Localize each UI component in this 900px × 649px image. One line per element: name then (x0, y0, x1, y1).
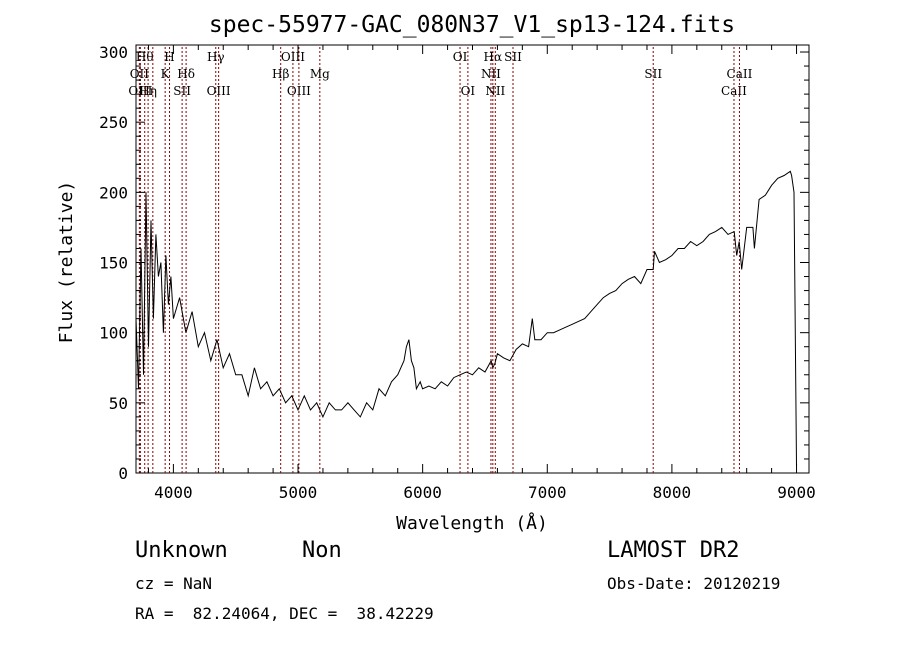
x-tick-label: 6000 (403, 483, 442, 502)
x-tick-label: 5000 (279, 483, 318, 502)
plot-frame (135, 44, 810, 474)
line-marker-label: NII (481, 67, 501, 81)
line-marker-layer: OII OIII Hθ Hη KH SII Hδ Hγ OIII Hβ OIII OIII Mg OI OI… (128, 47, 753, 473)
subclass-label: Non (302, 538, 342, 563)
line-marker-label: Hα (484, 50, 503, 64)
line-marker-label: NII (485, 84, 505, 98)
line-marker-label: Mg (310, 67, 330, 81)
line-marker-label: OI (461, 84, 476, 98)
obs-date: Obs-Date: 20120219 (607, 574, 781, 593)
series-layer (135, 170, 797, 467)
line-marker-label: CaII (721, 84, 747, 98)
y-tick-label: 50 (109, 394, 128, 413)
line-marker-label: SII (504, 50, 522, 64)
line-marker-label: OII (130, 67, 150, 81)
line-marker-label: Hγ (207, 50, 225, 64)
x-tick-label: 8000 (653, 483, 692, 502)
spectrum-line (135, 170, 797, 467)
y-tick-label: 300 (99, 43, 128, 62)
y-tick-label: 150 (99, 254, 128, 273)
x-axis-label: Wavelength (Å) (396, 512, 548, 534)
line-marker-label: SII (644, 67, 662, 81)
x-tick-labels: 4000 5000 6000 7000 8000 9000 (154, 483, 816, 502)
line-marker-label: H (164, 50, 174, 64)
y-tick-label: 100 (99, 324, 128, 343)
line-marker-label: OIII (281, 50, 305, 64)
axis-ticks (136, 45, 809, 474)
survey-label: LAMOST DR2 (607, 538, 740, 563)
line-marker-label: OIII (207, 84, 231, 98)
coordinates: RA = 82.24064, DEC = 38.42229 (135, 604, 434, 623)
y-tick-label: 0 (118, 464, 128, 483)
line-marker-label: OIII (287, 84, 311, 98)
line-marker-label: OIII (128, 84, 152, 98)
y-tick-label: 250 (99, 113, 128, 132)
line-marker-label: SII (173, 84, 191, 98)
y-tick-label: 200 (99, 183, 128, 202)
redshift-value: cz = NaN (135, 574, 213, 593)
line-marker-label: Hη (139, 84, 157, 98)
x-tick-label: 7000 (528, 483, 567, 502)
x-tick-label: 4000 (154, 483, 193, 502)
line-marker-label: Hδ (177, 67, 195, 81)
line-marker-label: Hβ (272, 67, 289, 81)
class-label: Unknown (135, 538, 228, 563)
chart-title: spec-55977-GAC_080N37_V1_sp13-124.fits (209, 12, 735, 38)
line-marker-label: CaII (727, 67, 753, 81)
x-tick-label: 9000 (777, 483, 816, 502)
line-marker-label: K (161, 67, 171, 81)
y-axis-label: Flux (relative) (56, 181, 77, 344)
line-marker-label: OI (453, 50, 468, 64)
line-marker-label: Hθ (136, 50, 154, 64)
y-tick-labels: 0 50 100 150 200 250 300 (99, 43, 128, 483)
